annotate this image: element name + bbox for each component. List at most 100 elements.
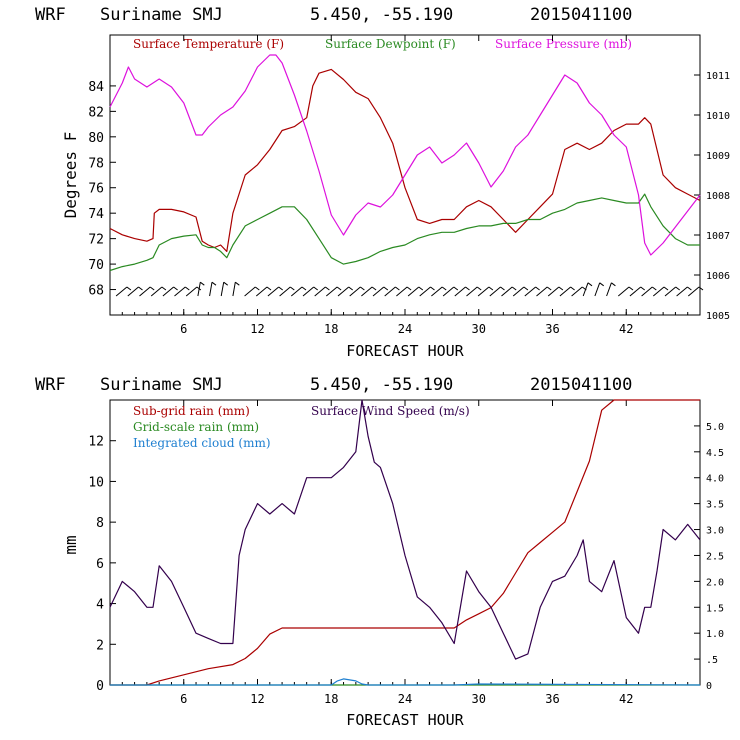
p2-ytick-label: 8 <box>96 516 104 531</box>
p2-y2tick-label: 2.5 <box>706 551 724 562</box>
wind-barb <box>244 286 256 297</box>
wind-barb-flag <box>465 286 470 291</box>
wind-barb <box>267 286 280 297</box>
p2-y2tick-label: 4.5 <box>706 448 724 459</box>
wind-barb-flag <box>570 286 575 291</box>
wind-barb-flag <box>453 286 459 291</box>
p1-y2tick-label: 1006 <box>706 271 730 282</box>
p2-y2tick-label: 3.5 <box>706 500 724 511</box>
wind-barb <box>197 282 201 297</box>
wind-barb <box>325 286 338 297</box>
wind-barb <box>220 282 225 297</box>
p1-xtick-label: 42 <box>619 322 633 336</box>
wind-barb <box>384 286 396 297</box>
wind-barb <box>594 282 601 297</box>
p2-header-station: Suriname SMJ <box>100 375 223 395</box>
wind-barb <box>547 286 560 297</box>
wind-barb <box>314 286 326 297</box>
wind-barb-flag <box>235 281 240 286</box>
wind-barb <box>337 286 350 297</box>
wind-barb-flag <box>523 286 529 291</box>
wind-barb-flag <box>476 286 482 291</box>
p1-header-coords: 5.450, -55.190 <box>310 5 453 25</box>
p1-header-model: WRF <box>35 5 66 25</box>
wind-barb-flag <box>348 286 354 291</box>
p2-xtick-label: 30 <box>472 692 486 706</box>
p2-series-integrated-cloud-mm <box>110 678 701 686</box>
wind-barb <box>454 286 466 297</box>
p1-y2tick-label: 1007 <box>706 231 730 242</box>
wind-barb-flag <box>185 286 190 291</box>
wind-barb <box>466 286 478 297</box>
p2-series-sub-grid-rain-mm <box>110 399 700 686</box>
p2-xlabel: FORECAST HOUR <box>346 711 464 729</box>
wind-barb-flag <box>611 282 616 287</box>
p1-ytick-label: 76 <box>88 182 104 197</box>
wind-barb <box>302 286 315 297</box>
wind-barb-flag <box>395 286 400 291</box>
wind-barb <box>349 286 361 297</box>
p1-legend: Surface Temperature (F) Surface Dewpoint … <box>133 37 632 51</box>
wind-barb-flag <box>546 286 552 291</box>
p2-header-coords: 5.450, -55.190 <box>310 375 453 395</box>
p1-legend-entry: Surface Pressure (mb) <box>495 37 632 51</box>
wind-barb-flag <box>675 286 681 291</box>
wind-barb-flag <box>430 286 435 291</box>
p1-lines <box>109 54 701 272</box>
wind-barb <box>571 286 583 297</box>
wind-barb <box>559 286 571 297</box>
p2-axes: 6 12 18 24 30 36 420246810120.51.01.52.02.53.0… <box>88 400 724 706</box>
p1-header-init: 2015041100 <box>530 5 632 25</box>
wind-barb-flag <box>200 281 205 286</box>
p2-ytick-label: 12 <box>88 435 104 450</box>
wind-barb-flag <box>406 286 412 291</box>
wind-barb <box>127 286 139 297</box>
wind-barb-flag <box>223 281 228 286</box>
wind-barb-flag <box>687 286 692 291</box>
wind-barb <box>687 286 700 297</box>
wind-barb <box>174 286 186 297</box>
p1-xtick-label: 30 <box>472 322 486 336</box>
wind-barb-flag <box>173 286 178 291</box>
wind-barb-flag <box>313 286 319 291</box>
wind-barb-flag <box>255 286 260 291</box>
wind-barb <box>115 286 128 297</box>
p1-xlabel: FORECAST HOUR <box>346 342 464 360</box>
wind-barb-flag <box>278 286 284 291</box>
p1-legend-entry: Surface Dewpoint (F) <box>325 37 456 51</box>
p1-ytick-label: 72 <box>88 233 104 248</box>
p2-ytick-label: 2 <box>96 638 104 653</box>
p2-y2tick-label: 0 <box>706 681 712 692</box>
p1-y2tick-label: 1009 <box>706 151 730 162</box>
wind-barb <box>162 286 174 297</box>
p1-series-surface-temperature-f <box>109 68 701 252</box>
p2-xtick-label: 6 <box>180 692 187 706</box>
p2-ytick-label: 6 <box>96 557 104 572</box>
wind-barb-flag <box>383 286 389 291</box>
p2-y2tick-label: 4.0 <box>706 474 724 485</box>
p1-series-surface-dewpoint-f <box>109 193 700 272</box>
wind-barb <box>629 286 642 297</box>
p1-ytick-label: 82 <box>88 105 104 120</box>
p2-series-surface-wind-speed-m-s <box>109 399 701 660</box>
wind-barb <box>524 286 536 297</box>
p2-xtick-label: 18 <box>324 692 338 706</box>
wind-barb <box>617 286 630 297</box>
p1-xtick-label: 12 <box>250 322 264 336</box>
wind-barb-flag <box>266 286 272 291</box>
p2-legend-entry: Surface Wind Speed (m/s) <box>311 404 470 418</box>
wind-barb-flag <box>211 281 217 286</box>
p1-ytick-label: 84 <box>88 80 104 95</box>
wind-barb <box>501 286 513 297</box>
p2-y2tick-label: 1.0 <box>706 629 724 640</box>
wind-barb-flag <box>587 282 593 287</box>
p2-ytick-label: 10 <box>88 475 104 490</box>
wind-barb <box>150 286 163 297</box>
p1-ytick-label: 68 <box>88 284 104 299</box>
wind-barb-flag <box>535 286 540 291</box>
p1-ylabel: Degrees F <box>61 132 80 219</box>
wind-barb <box>255 286 268 297</box>
wind-barb-flag <box>126 286 132 291</box>
p2-y2tick-label: .5 <box>706 655 718 666</box>
wind-barb <box>536 286 548 297</box>
